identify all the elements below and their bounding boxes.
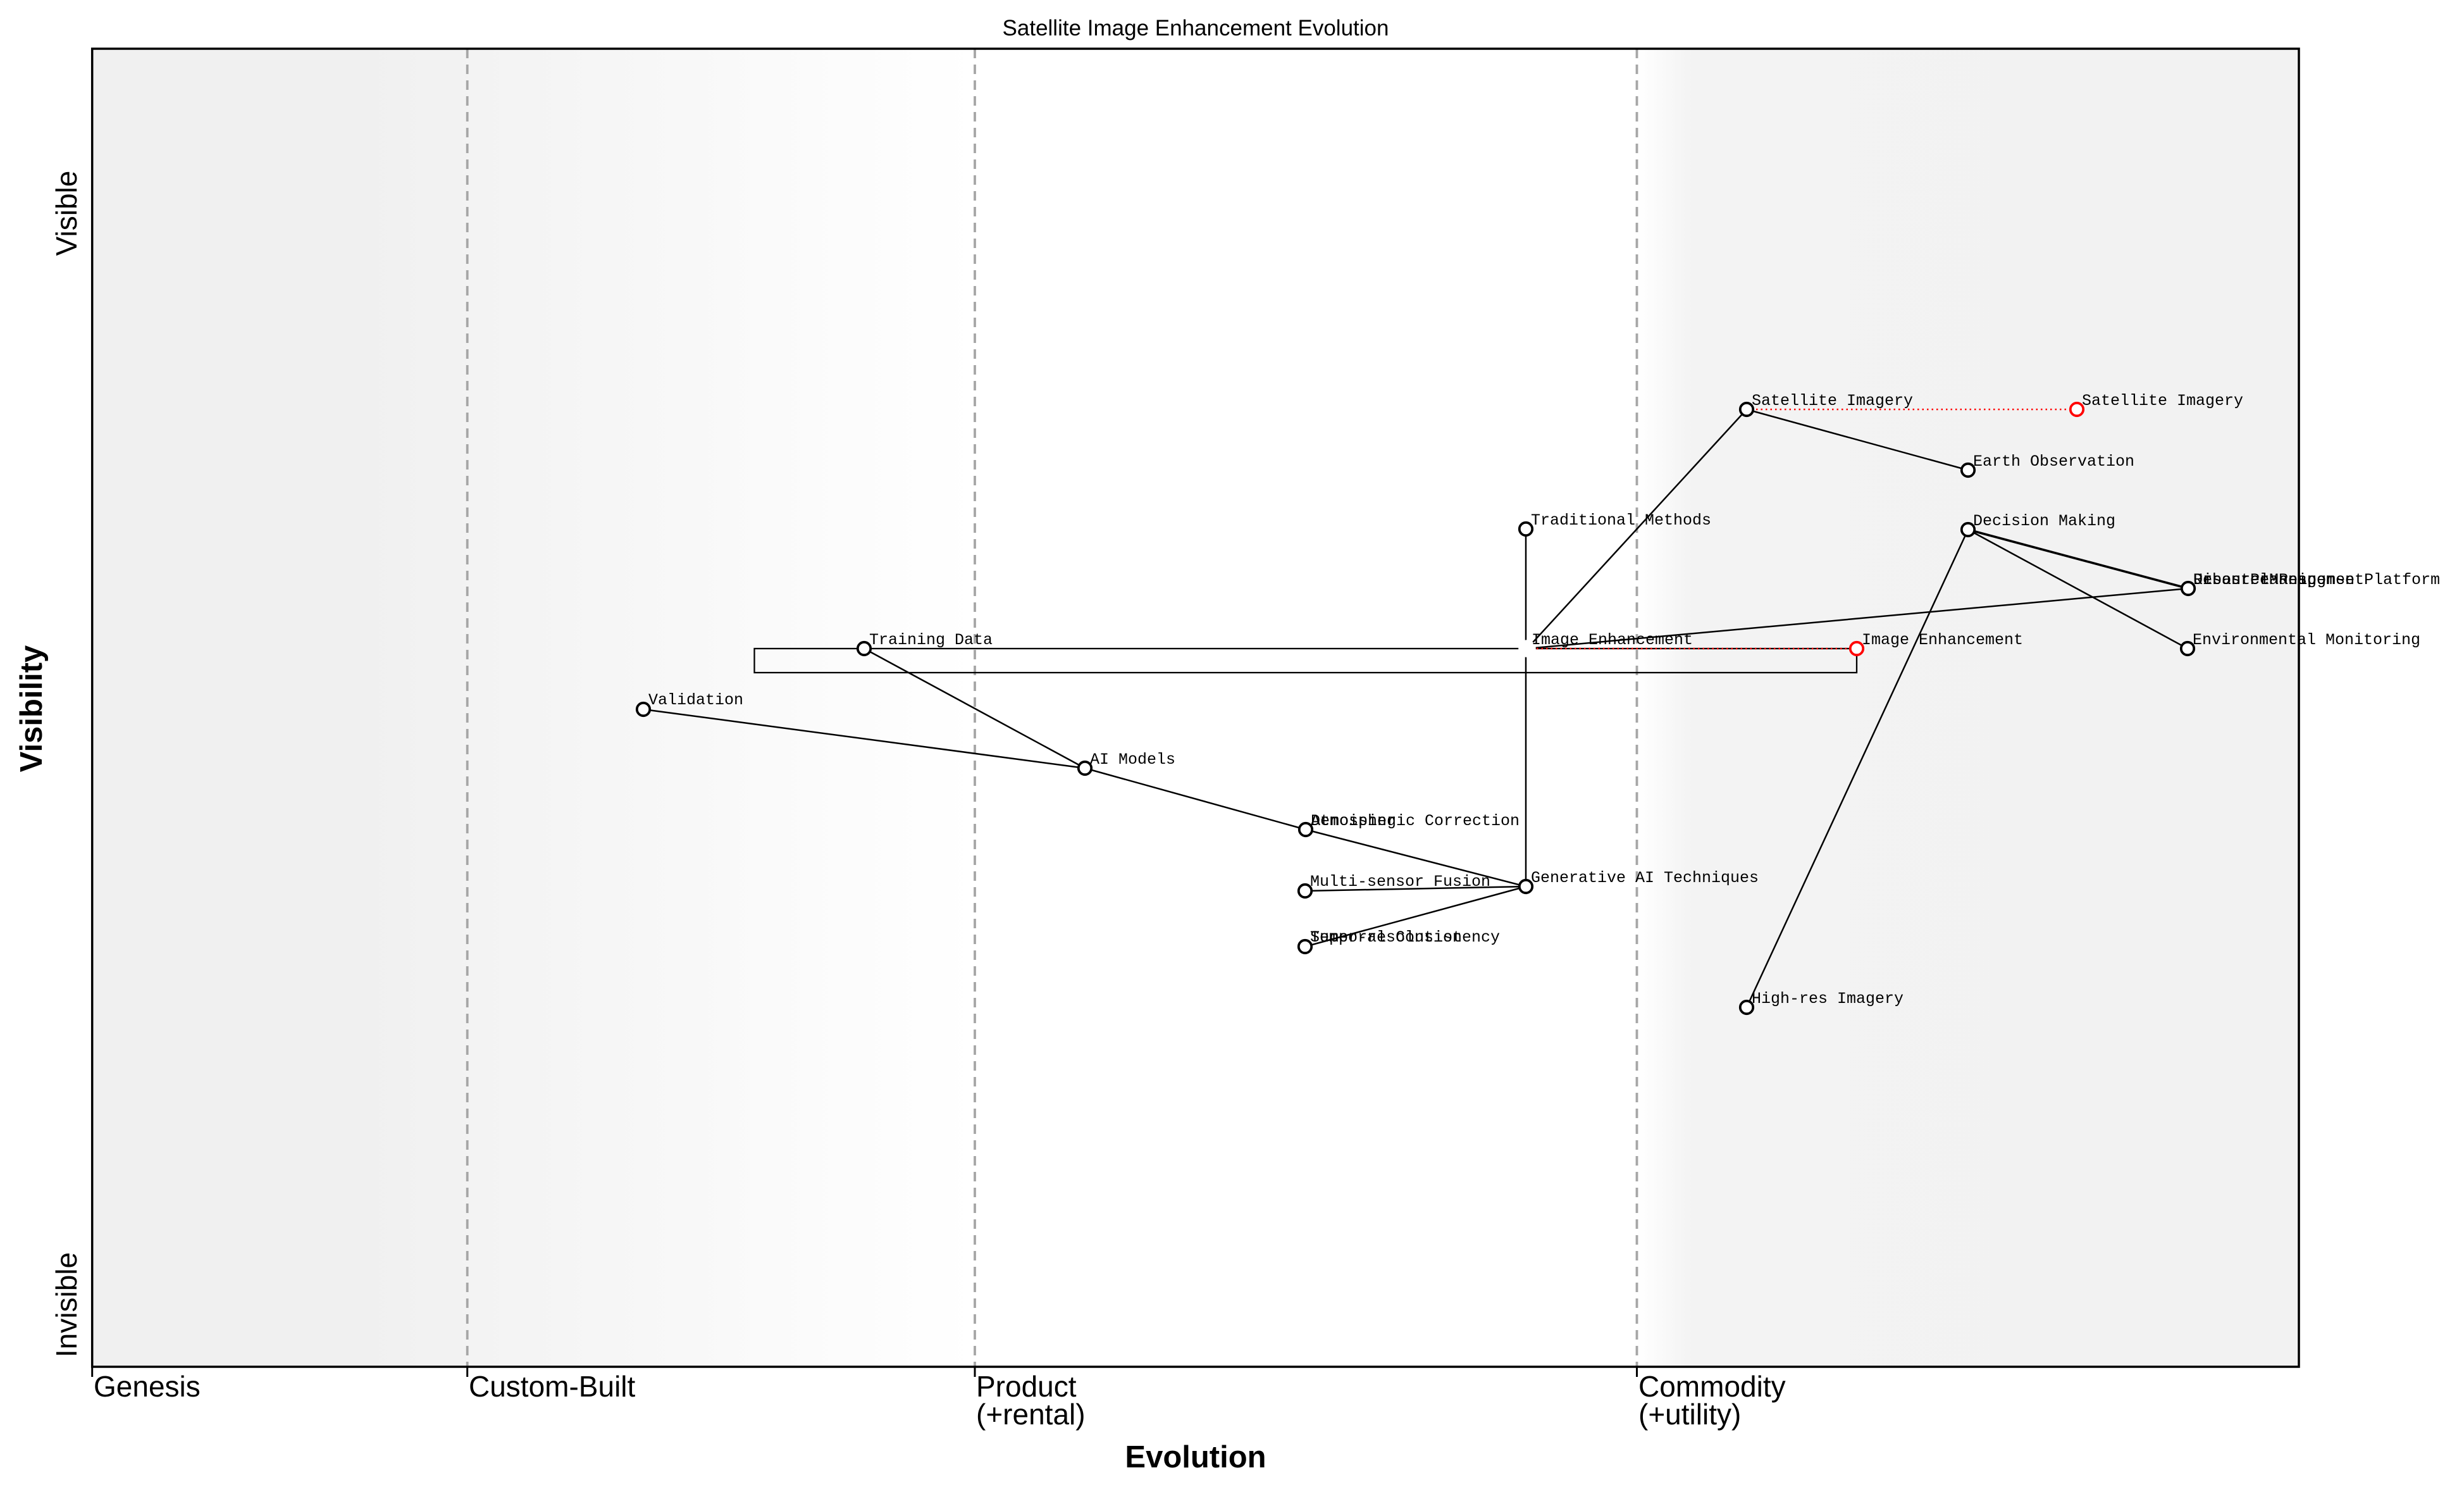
svg-text:Visible: Visible [50,171,83,256]
svg-text:Visibility: Visibility [15,645,49,773]
svg-text:Satellite Imagery: Satellite Imagery [2082,392,2243,410]
svg-text:Custom-Built: Custom-Built [469,1370,636,1403]
svg-text:ResourceManagementPlatform: ResourceManagementPlatform [2193,571,2440,589]
svg-text:Satellite Image Enhancement Ev: Satellite Image Enhancement Evolution [1003,16,1389,40]
svg-text:Earth Observation: Earth Observation [1973,452,2134,471]
svg-text:Urban Planning: Urban Planning [2193,571,2326,589]
svg-text:Training Data: Training Data [869,631,993,649]
svg-text:Environmental Monitoring: Environmental Monitoring [2193,631,2420,649]
svg-text:Invisible: Invisible [50,1252,83,1357]
svg-text:Atmospheric Correction: Atmospheric Correction [1311,812,1520,830]
svg-text:Product: Product [976,1370,1077,1403]
svg-text:Super-resolution: Super-resolution [1310,928,1462,947]
svg-text:Commodity: Commodity [1638,1370,1786,1403]
svg-text:Image Enhancement: Image Enhancement [1532,631,1693,649]
svg-text:Disaster Response: Disaster Response [2193,571,2355,589]
svg-text:Genesis: Genesis [94,1370,201,1403]
svg-text:Traditional Methods: Traditional Methods [1531,511,1711,530]
svg-text:Multi-sensor Fusion: Multi-sensor Fusion [1310,873,1490,891]
svg-text:Denoising: Denoising [1311,812,1396,830]
svg-text:Evolution: Evolution [1125,1440,1266,1474]
svg-text:(+utility): (+utility) [1638,1398,1741,1431]
svg-text:High-res Imagery: High-res Imagery [1752,990,1904,1008]
svg-text:Generative AI Techniques: Generative AI Techniques [1531,869,1759,887]
svg-text:Decision Making: Decision Making [1973,512,2115,530]
svg-text:AI Models: AI Models [1090,750,1175,769]
svg-text:Satellite Imagery: Satellite Imagery [1752,392,1913,410]
svg-text:(+rental): (+rental) [976,1398,1086,1431]
svg-text:Validation: Validation [648,691,743,709]
svg-text:Temporal Consistency: Temporal Consistency [1310,928,1500,947]
svg-text:Image Enhancement: Image Enhancement [1862,631,2023,649]
